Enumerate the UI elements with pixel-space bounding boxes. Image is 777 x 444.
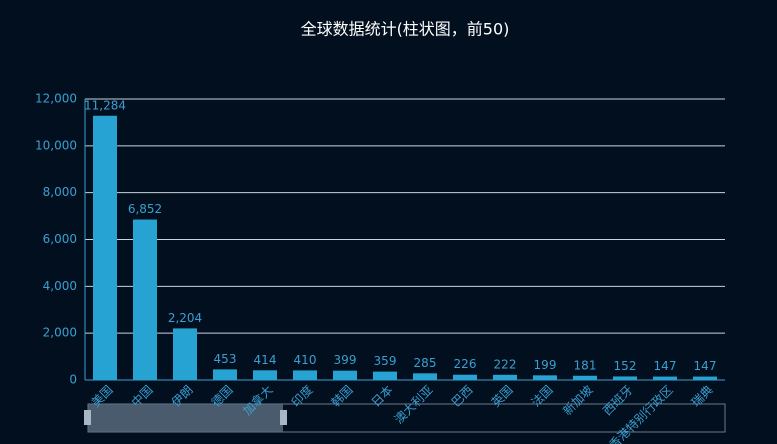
bar <box>693 376 717 380</box>
value-label: 453 <box>214 352 237 366</box>
zoom-handle[interactable] <box>84 410 91 425</box>
bar <box>333 370 357 380</box>
y-tick-label: 6,000 <box>43 232 77 246</box>
value-label: 147 <box>694 359 717 373</box>
bar <box>133 219 157 380</box>
y-tick-label: 10,000 <box>35 138 77 152</box>
value-label: 399 <box>334 353 357 367</box>
y-tick-label: 8,000 <box>43 185 77 199</box>
value-label: 181 <box>574 358 597 372</box>
bar <box>413 373 437 380</box>
zoom-slider-window[interactable] <box>88 404 283 432</box>
y-tick-label: 4,000 <box>43 279 77 293</box>
bar <box>373 371 397 380</box>
bar <box>213 369 237 380</box>
value-label: 6,852 <box>128 202 162 216</box>
bar <box>653 376 677 380</box>
bar <box>573 375 597 380</box>
value-label: 152 <box>614 359 637 373</box>
value-label: 226 <box>454 357 477 371</box>
value-label: 285 <box>414 356 437 370</box>
bar <box>253 370 277 380</box>
y-tick-label: 2,000 <box>43 326 77 340</box>
y-tick-label: 0 <box>69 373 77 387</box>
bar <box>533 375 557 380</box>
bar <box>613 376 637 380</box>
value-label: 2,204 <box>168 311 202 325</box>
value-label: 414 <box>254 353 277 367</box>
bar <box>93 115 117 381</box>
bar <box>293 370 317 380</box>
chart-title: 全球数据统计(柱状图，前50) <box>301 20 510 39</box>
y-tick-label: 12,000 <box>35 92 77 106</box>
value-label: 147 <box>654 359 677 373</box>
value-label: 11,284 <box>84 98 126 112</box>
value-label: 222 <box>494 357 517 371</box>
zoom-handle[interactable] <box>280 410 287 425</box>
value-label: 410 <box>294 353 317 367</box>
bar <box>453 374 477 380</box>
bar <box>173 328 197 380</box>
value-label: 199 <box>534 358 557 372</box>
bar <box>493 374 517 380</box>
value-label: 359 <box>374 354 397 368</box>
